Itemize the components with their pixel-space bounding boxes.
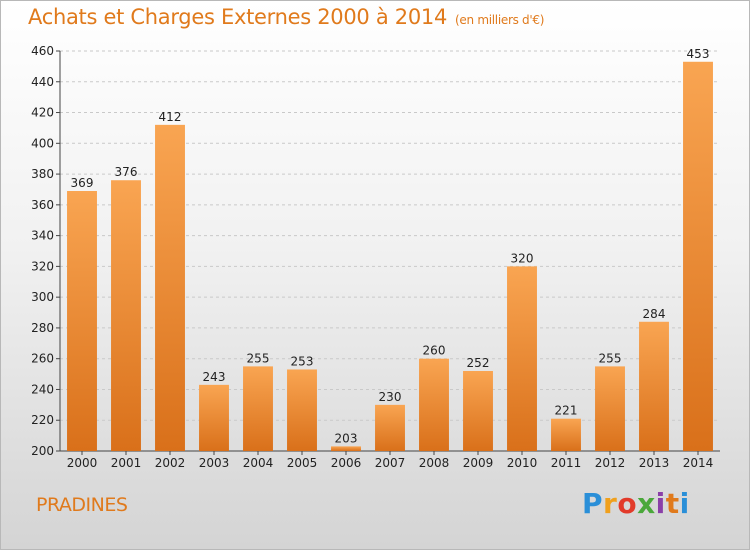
- x-tick-label: 2006: [331, 456, 362, 470]
- x-tick-label: 2008: [419, 456, 450, 470]
- x-tick-label: 2004: [243, 456, 274, 470]
- x-tick-label: 2003: [199, 456, 230, 470]
- bar-2007: [375, 404, 405, 451]
- x-tick-label: 2012: [595, 456, 626, 470]
- bar-2000: [67, 191, 97, 451]
- bar-2012: [595, 366, 625, 451]
- proxiti-logo: Proxiti: [582, 487, 690, 520]
- data-label: 253: [291, 354, 314, 368]
- x-tick-label: 2013: [639, 456, 670, 470]
- bar-2008: [419, 358, 449, 451]
- data-label: 255: [247, 351, 270, 365]
- bar-2011: [551, 418, 581, 451]
- logo-letter: r: [603, 487, 618, 520]
- data-label: 284: [643, 307, 666, 321]
- y-tick-label: 360: [31, 198, 54, 212]
- bar-2009: [463, 371, 493, 451]
- y-tick-label: 240: [31, 382, 54, 396]
- y-tick-label: 380: [31, 167, 54, 181]
- x-tick-label: 2007: [375, 456, 406, 470]
- y-tick-label: 200: [31, 444, 54, 458]
- logo-letter: o: [617, 487, 638, 520]
- bar-2010: [507, 266, 537, 451]
- logo-letter: x: [637, 487, 656, 520]
- y-tick-label: 420: [31, 106, 54, 120]
- logo-letter: t: [665, 487, 680, 520]
- x-tick-label: 2009: [463, 456, 494, 470]
- bar-2004: [243, 366, 273, 451]
- data-label: 320: [511, 251, 534, 265]
- data-label: 255: [599, 351, 622, 365]
- x-tick-label: 2014: [683, 456, 714, 470]
- y-tick-label: 400: [31, 136, 54, 150]
- bar-2002: [155, 124, 185, 451]
- data-label: 260: [423, 344, 446, 358]
- y-tick-label: 340: [31, 229, 54, 243]
- x-tick-label: 2000: [67, 456, 98, 470]
- data-label: 230: [379, 390, 402, 404]
- x-tick-label: 2002: [155, 456, 186, 470]
- data-label: 252: [467, 356, 490, 370]
- y-tick-label: 220: [31, 413, 54, 427]
- x-tick-label: 2005: [287, 456, 318, 470]
- y-tick-label: 320: [31, 259, 54, 273]
- data-label: 453: [687, 47, 710, 61]
- x-tick-label: 2001: [111, 456, 142, 470]
- bars: [67, 61, 713, 452]
- y-tick-label: 300: [31, 290, 54, 304]
- bar-2014: [683, 61, 713, 452]
- y-tick-label: 260: [31, 352, 54, 366]
- chart-title: Achats et Charges Externes 2000 à 2014 (e…: [28, 5, 544, 29]
- data-label: 412: [159, 110, 182, 124]
- logo-letter: P: [582, 487, 604, 520]
- data-label: 376: [115, 165, 138, 179]
- y-tick-label: 280: [31, 321, 54, 335]
- x-tick-label: 2010: [507, 456, 538, 470]
- chart-unit: (en milliers d'€): [455, 13, 545, 27]
- data-label: 369: [71, 176, 94, 190]
- data-label: 221: [555, 404, 578, 418]
- city-name: PRADINES: [36, 494, 128, 516]
- x-tick-label: 2011: [551, 456, 582, 470]
- bar-2013: [639, 321, 669, 451]
- bar-2003: [199, 384, 229, 451]
- bar-2001: [111, 180, 141, 451]
- data-label: 243: [203, 370, 226, 384]
- logo-letter: i: [679, 487, 690, 520]
- data-label: 203: [335, 431, 358, 445]
- y-tick-label: 440: [31, 75, 54, 89]
- bar-2006: [331, 446, 361, 451]
- logo-letter: i: [655, 487, 666, 520]
- chart-title-text: Achats et Charges Externes 2000 à 2014: [28, 5, 448, 29]
- bar-2005: [287, 369, 317, 451]
- y-tick-label: 460: [31, 44, 54, 58]
- labels: 200 220 240 260 280 300 320 340 360 380 400 420 440 4…: [31, 44, 713, 470]
